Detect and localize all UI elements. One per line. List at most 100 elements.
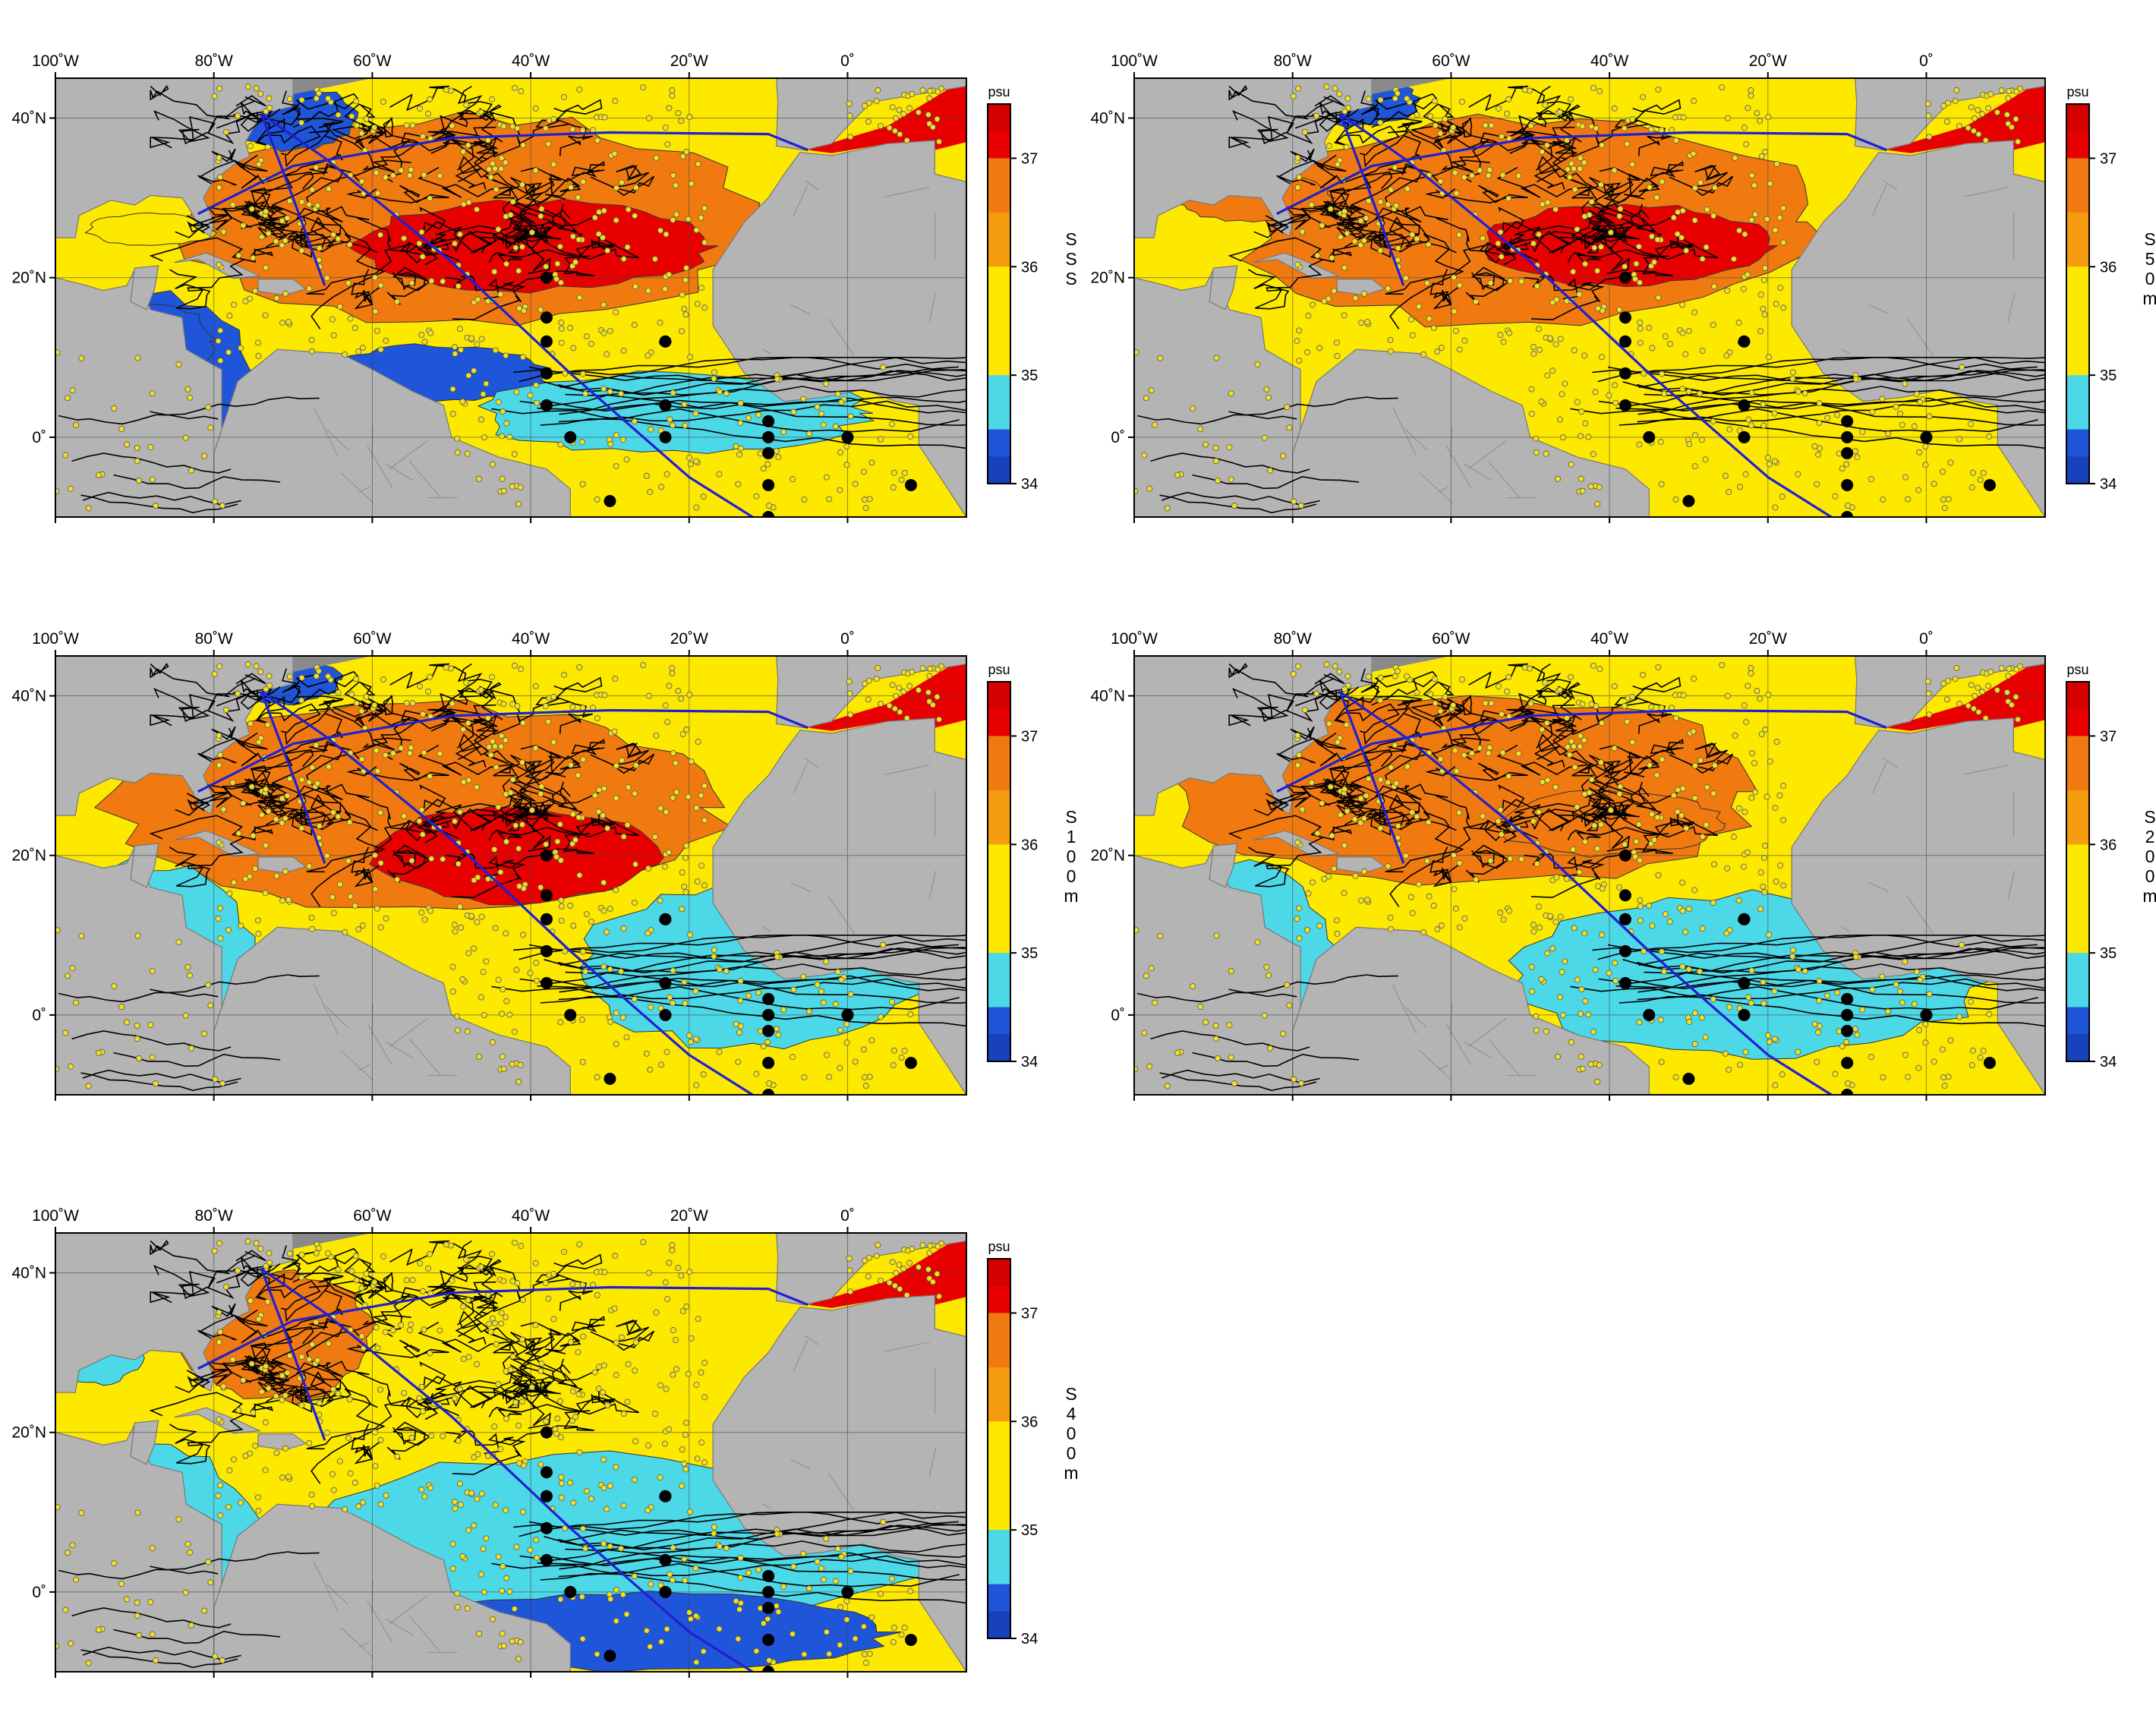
float-dot: [1965, 125, 1972, 131]
float-dot: [226, 890, 233, 897]
float-dot: [632, 790, 638, 797]
float-dot: [342, 351, 348, 358]
float-dot: [1521, 87, 1528, 93]
float-dot: [355, 1503, 362, 1510]
panel-label-char: S: [1065, 807, 1076, 827]
float-dot: [1294, 338, 1300, 345]
float-dot: [838, 976, 845, 983]
float-dot: [558, 1494, 565, 1501]
float-dot: [1334, 930, 1341, 937]
float-dot: [1760, 883, 1767, 890]
float-dot: [421, 1326, 427, 1333]
float-dot: [711, 953, 717, 960]
colorbar-frame: [987, 1258, 1011, 1639]
float-track: [1373, 743, 1456, 817]
float-dot: [1414, 813, 1420, 820]
float-dot: [1659, 178, 1666, 185]
float-dot: [1290, 670, 1297, 677]
float-dot: [456, 1386, 463, 1392]
float-dot: [1748, 87, 1754, 93]
float-dot: [687, 1509, 694, 1515]
float-dot: [596, 209, 603, 216]
mooring-station: [540, 913, 553, 925]
float-dot: [489, 673, 496, 680]
mooring-station: [1738, 913, 1751, 925]
float-dot: [416, 818, 423, 825]
float-dot: [600, 879, 607, 886]
float-dot: [342, 929, 348, 935]
float-dot: [607, 1482, 613, 1489]
float-dot: [279, 1396, 285, 1403]
float-dot: [1387, 914, 1394, 921]
float-dot: [903, 137, 910, 143]
colorbar-band: [988, 736, 1010, 791]
country-border: [389, 440, 428, 470]
float-dot: [897, 708, 903, 715]
float-dot: [1432, 676, 1439, 683]
float-dot: [1704, 206, 1710, 213]
float-track: [1159, 1072, 1317, 1092]
colorbar-band: [988, 1530, 1010, 1585]
float-dot: [901, 1047, 908, 1054]
colorbar-tick-label: 34: [1021, 1054, 1038, 1070]
float-dot: [757, 1028, 764, 1035]
panel-label-char: S: [1065, 249, 1076, 269]
float-dot: [1456, 346, 1463, 353]
float-track: [1632, 676, 1682, 734]
land-hispaniola: [257, 1433, 307, 1451]
float-track: [491, 1562, 966, 1604]
float-dot: [1915, 487, 1922, 493]
section-line: [197, 708, 808, 793]
float-dot: [1263, 963, 1270, 970]
float-track: [1423, 681, 1577, 730]
float-dot: [1352, 872, 1359, 879]
map-panel-s400m: 100˚W 80˚W 60˚W 40˚W 20˚W 0˚40˚N20˚N0˚psu3736…: [11, 1207, 1079, 1678]
float-dot: [1527, 122, 1534, 129]
float-dot: [420, 711, 427, 717]
float-dot: [335, 1390, 342, 1397]
float-dot: [1789, 953, 1796, 960]
float-dot: [688, 758, 695, 765]
colorbar-band-shade: [988, 1259, 1010, 1286]
float-dot: [1553, 874, 1560, 881]
land-iberia: [775, 78, 966, 151]
float-dot: [186, 972, 193, 979]
float-dot: [519, 759, 525, 766]
float-dot: [134, 1509, 141, 1516]
float-dot: [335, 1266, 342, 1273]
float-track: [1440, 130, 1572, 171]
float-dot: [207, 424, 214, 431]
float-dot: [1814, 481, 1820, 487]
float-dot: [374, 327, 380, 334]
float-dot: [901, 1624, 908, 1631]
float-dot: [1611, 745, 1618, 752]
float-dot: [487, 752, 494, 758]
float-track: [1599, 166, 1660, 203]
section-line: [1339, 690, 1833, 1095]
float-dot: [624, 1398, 631, 1405]
float-dot: [374, 1345, 381, 1351]
float-dot: [837, 1603, 844, 1610]
float-dot: [247, 1297, 254, 1304]
mooring-station: [762, 478, 775, 491]
float-dot: [346, 819, 353, 826]
float-dot: [517, 1061, 524, 1068]
float-dot: [1654, 236, 1661, 243]
float-dot: [907, 1011, 914, 1017]
float-dot: [613, 1464, 619, 1471]
float-dot: [553, 276, 560, 282]
float-track: [216, 102, 344, 129]
float-track: [344, 1258, 498, 1307]
country-border: [928, 292, 937, 323]
float-dot: [1765, 692, 1772, 698]
float-dot: [69, 387, 76, 394]
float-track: [550, 1552, 966, 1569]
float-dot: [1779, 493, 1786, 500]
float-dot: [1388, 925, 1395, 932]
float-dot: [1679, 207, 1686, 214]
float-dot: [273, 816, 279, 823]
float-track: [355, 1276, 411, 1338]
float-dot: [211, 1247, 218, 1254]
float-dot: [1344, 104, 1351, 111]
float-dot: [1298, 1080, 1305, 1086]
